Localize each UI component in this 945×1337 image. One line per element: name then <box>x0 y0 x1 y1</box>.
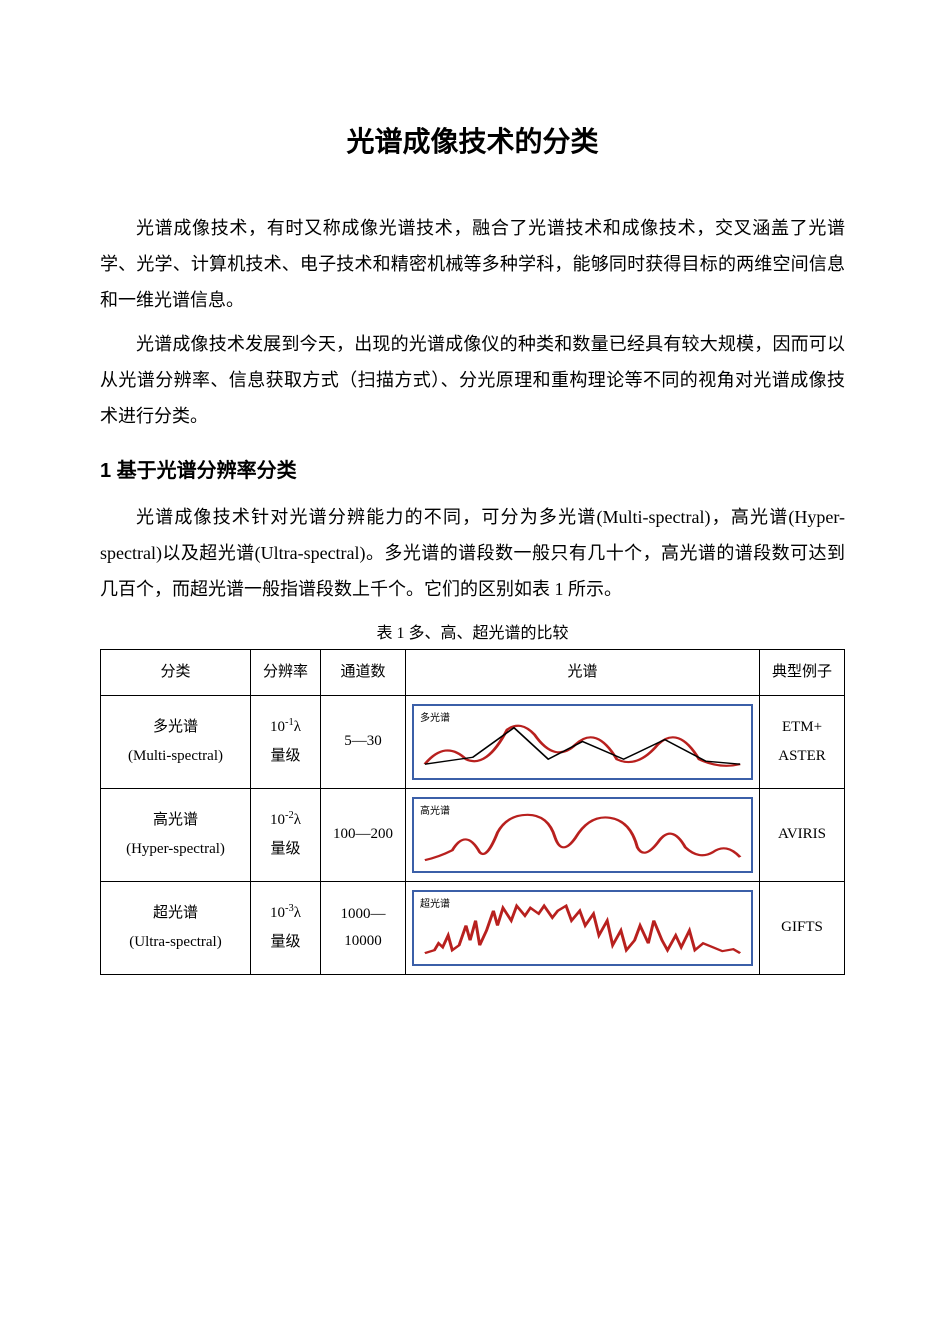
spectrum-chart-icon <box>418 896 747 960</box>
section-1-heading: 1 基于光谱分辨率分类 <box>100 454 845 483</box>
th-channels: 通道数 <box>321 650 406 696</box>
spectrum-label: 多光谱 <box>420 710 450 728</box>
table-row: 高光谱 (Hyper-spectral) 10-2λ量级 100—200 高光谱… <box>101 788 845 881</box>
category-en: (Ultra-spectral) <box>129 934 221 950</box>
spectrum-box-hyper: 高光谱 <box>412 797 753 873</box>
cell-example: AVIRIS <box>760 788 845 881</box>
category-en: (Multi-spectral) <box>128 748 223 764</box>
spectrum-box-multi: 多光谱 <box>412 704 753 780</box>
cell-channels: 1000—10000 <box>321 881 406 974</box>
res-exp: -2 <box>285 810 294 821</box>
category-cn: 超光谱 <box>153 905 198 921</box>
spectrum-curve-black <box>425 727 740 763</box>
cell-channels: 5—30 <box>321 695 406 788</box>
cell-spectrum: 超光谱 <box>406 881 760 974</box>
th-example: 典型例子 <box>760 650 845 696</box>
cell-example: GIFTS <box>760 881 845 974</box>
th-spectrum: 光谱 <box>406 650 760 696</box>
page-title: 光谱成像技术的分类 <box>100 120 845 160</box>
spectrum-curve-red <box>425 725 740 765</box>
cell-example: ETM+ASTER <box>760 695 845 788</box>
cell-resolution: 10-3λ量级 <box>251 881 321 974</box>
cell-category: 多光谱 (Multi-spectral) <box>101 695 251 788</box>
res-exp: -1 <box>285 717 294 728</box>
spectrum-curve-red <box>425 814 740 859</box>
cell-channels: 100—200 <box>321 788 406 881</box>
th-category: 分类 <box>101 650 251 696</box>
th-resolution: 分辨率 <box>251 650 321 696</box>
paragraph-3: 光谱成像技术针对光谱分辨能力的不同，可分为多光谱(Multi-spectral)… <box>100 499 845 607</box>
category-cn: 多光谱 <box>153 719 198 735</box>
cell-category: 超光谱 (Ultra-spectral) <box>101 881 251 974</box>
spectrum-chart-icon <box>418 803 747 867</box>
cell-spectrum: 高光谱 <box>406 788 760 881</box>
table-header-row: 分类 分辨率 通道数 光谱 典型例子 <box>101 650 845 696</box>
paragraph-2: 光谱成像技术发展到今天，出现的光谱成像仪的种类和数量已经具有较大规模，因而可以从… <box>100 326 845 434</box>
spectrum-curve-red <box>425 905 740 952</box>
spectrum-label: 高光谱 <box>420 803 450 821</box>
paragraph-1: 光谱成像技术，有时又称成像光谱技术，融合了光谱技术和成像技术，交叉涵盖了光谱学、… <box>100 210 845 318</box>
table-row: 多光谱 (Multi-spectral) 10-1λ量级 5—30 多光谱 ET… <box>101 695 845 788</box>
cell-resolution: 10-2λ量级 <box>251 788 321 881</box>
table-row: 超光谱 (Ultra-spectral) 10-3λ量级 1000—10000 … <box>101 881 845 974</box>
spectrum-box-ultra: 超光谱 <box>412 890 753 966</box>
cell-spectrum: 多光谱 <box>406 695 760 788</box>
spectrum-chart-icon <box>418 710 747 774</box>
cell-category: 高光谱 (Hyper-spectral) <box>101 788 251 881</box>
spectrum-label: 超光谱 <box>420 896 450 914</box>
cell-resolution: 10-1λ量级 <box>251 695 321 788</box>
table-caption: 表 1 多、高、超光谱的比较 <box>100 619 845 643</box>
category-cn: 高光谱 <box>153 812 198 828</box>
comparison-table: 分类 分辨率 通道数 光谱 典型例子 多光谱 (Multi-spectral) … <box>100 649 845 975</box>
category-en: (Hyper-spectral) <box>126 841 225 857</box>
res-exp: -3 <box>285 903 294 914</box>
